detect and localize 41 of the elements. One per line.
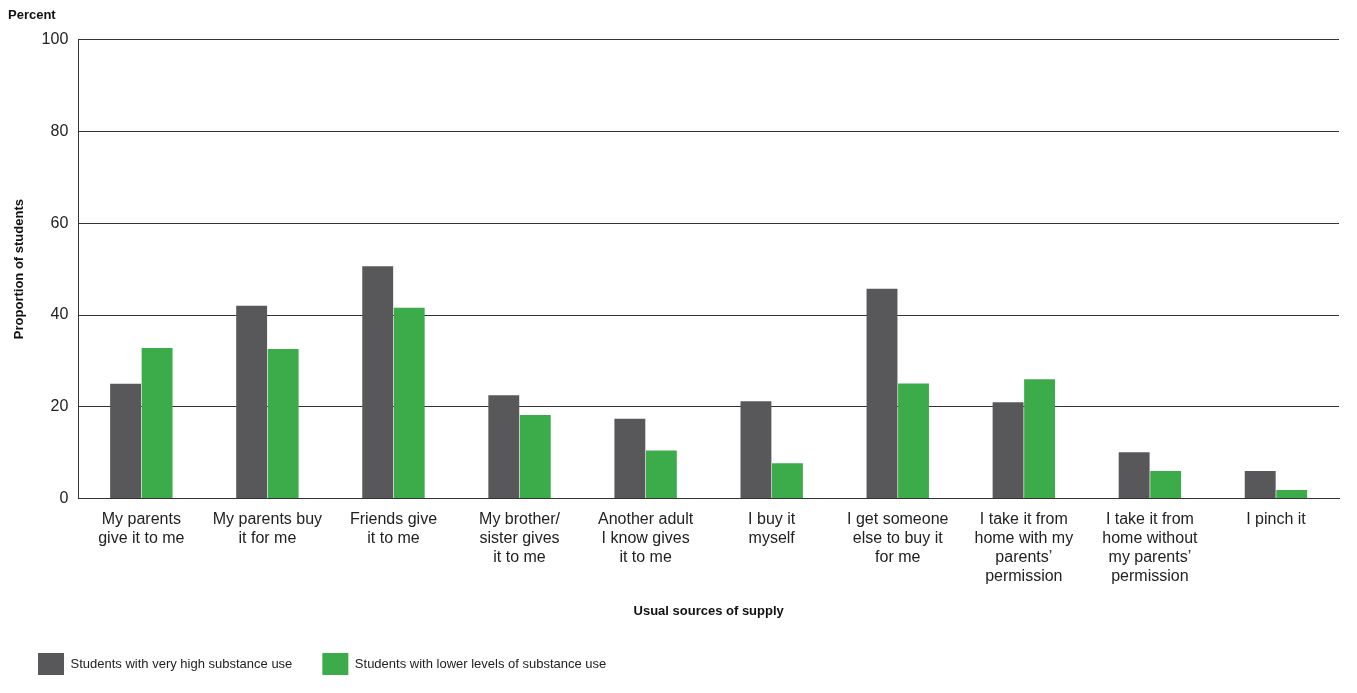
bar xyxy=(898,383,929,499)
x-tick-label: Friends give it to me xyxy=(349,509,438,546)
y-axis-title: Proportion of students xyxy=(11,199,27,340)
x-tick-label: I take it from home with my parents’ permission xyxy=(974,509,1074,585)
bar xyxy=(362,266,394,499)
bar xyxy=(1244,471,1276,499)
y-tick-label: 20 xyxy=(50,397,69,415)
bar xyxy=(267,348,299,499)
x-axis-title: Usual sources of supply xyxy=(633,602,785,618)
bar xyxy=(772,463,803,499)
x-tick-label: My parents give it to me xyxy=(98,509,185,546)
legend-label: Students with very high substance use xyxy=(70,655,293,671)
bar xyxy=(740,401,772,499)
x-tick-label: My brother/ sister gives it to me xyxy=(479,509,561,566)
x-tick-label: I get someone else to buy it for me xyxy=(847,509,949,566)
y-tick-label: 100 xyxy=(41,30,69,48)
bar xyxy=(1276,489,1308,499)
bar xyxy=(519,415,551,499)
bar xyxy=(488,395,520,499)
x-tick-label: I buy it myself xyxy=(748,509,796,546)
x-tick-label: I take it from home without my parents’ permission xyxy=(1102,509,1199,585)
bar xyxy=(614,418,646,499)
bar xyxy=(1150,471,1182,499)
bar xyxy=(992,402,1024,499)
x-tick-label: My parents buy it for me xyxy=(212,509,323,546)
bar xyxy=(110,383,142,499)
bar xyxy=(645,450,677,499)
legend-label: Students with lower levels of substance use xyxy=(354,655,607,671)
bar xyxy=(393,307,425,499)
x-tick-label: I pinch it xyxy=(1246,509,1307,527)
bar xyxy=(236,305,268,499)
y-tick-label: 40 xyxy=(50,305,69,323)
bar xyxy=(1024,379,1056,499)
x-tick-label: Another adult I know gives it to me xyxy=(598,509,694,566)
bar xyxy=(141,348,173,499)
y-tick-label: 60 xyxy=(50,213,69,231)
y-tick-label: 80 xyxy=(50,121,69,139)
chart-subtitle: Percent xyxy=(8,7,57,23)
bar xyxy=(1118,452,1150,499)
y-tick-label: 0 xyxy=(59,489,69,507)
bar xyxy=(866,288,898,499)
